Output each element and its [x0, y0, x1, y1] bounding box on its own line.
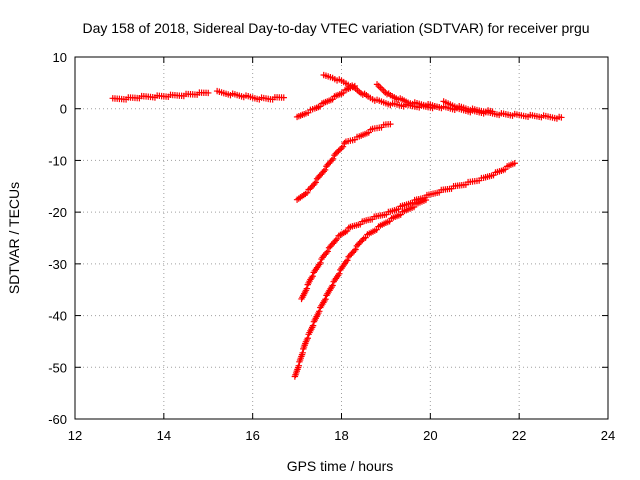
data-point [359, 236, 366, 244]
data-point [329, 155, 337, 163]
series-arc-h [298, 160, 518, 303]
data-point [352, 246, 359, 253]
y-tick-label: 10 [53, 50, 67, 65]
data-point [299, 349, 306, 357]
x-axis-label: GPS time / hours [287, 458, 394, 474]
ticks: 12 14 16 18 20 22 24 10 0 -10 -20 -30 -40 -50 -60 [48, 50, 615, 443]
x-tick-label: 12 [68, 428, 82, 443]
data-point [321, 166, 329, 174]
data-point [422, 196, 430, 204]
y-tick-label: -40 [48, 309, 67, 324]
data-point [387, 120, 394, 128]
data-point [336, 146, 344, 153]
grid [75, 57, 608, 419]
data-point [311, 180, 318, 188]
data-point [317, 259, 324, 267]
x-tick-label: 14 [157, 428, 171, 443]
data-point [205, 89, 212, 97]
series-arc-a [109, 89, 212, 103]
data-point [322, 296, 329, 303]
x-tick-label: 18 [334, 428, 348, 443]
series-arc-f [440, 98, 496, 116]
data-point [333, 149, 341, 156]
data-point [328, 157, 335, 164]
data-point [356, 239, 363, 247]
x-tick-label: 20 [423, 428, 437, 443]
data-point [304, 335, 311, 342]
series-arc-b [213, 87, 287, 103]
y-tick-label: 0 [60, 102, 67, 117]
series-arc-e [373, 81, 565, 122]
data-point [324, 248, 331, 255]
y-axis-label: SDTVAR / TECUs [6, 182, 22, 294]
data-point [350, 247, 358, 255]
data-point [489, 108, 496, 115]
y-tick-label: -50 [48, 360, 67, 375]
data-point [309, 273, 316, 280]
data-point [348, 250, 355, 258]
data-point [295, 362, 302, 369]
data-point [303, 285, 311, 292]
data-layer [109, 71, 565, 380]
data-point [303, 189, 311, 196]
data-point [342, 258, 350, 266]
x-tick-label: 22 [512, 428, 526, 443]
data-point [511, 160, 518, 167]
data-point [320, 168, 327, 175]
data-point [344, 257, 351, 264]
data-point [336, 270, 343, 277]
series-arc-c [293, 82, 359, 121]
data-point [332, 150, 339, 157]
data-point [332, 237, 339, 244]
data-point [338, 144, 345, 152]
y-tick-label: -10 [48, 153, 67, 168]
chart-title: Day 158 of 2018, Sidereal Day-to-day VTE… [82, 20, 589, 36]
data-point [323, 249, 330, 257]
y-tick-label: -60 [48, 412, 67, 427]
x-tick-label: 16 [245, 428, 259, 443]
data-point [341, 139, 348, 147]
data-point [280, 94, 287, 101]
data-point [339, 143, 347, 150]
x-tick-label: 24 [601, 428, 615, 443]
series-arc-i [291, 196, 430, 380]
data-point [335, 147, 342, 155]
y-tick-label: -20 [48, 205, 67, 220]
data-point [316, 308, 323, 315]
data-point [309, 322, 317, 329]
data-point [329, 282, 336, 289]
data-point [312, 179, 319, 186]
data-point [558, 114, 565, 121]
y-tick-label: -30 [48, 257, 67, 272]
series-arc-g [293, 120, 394, 203]
